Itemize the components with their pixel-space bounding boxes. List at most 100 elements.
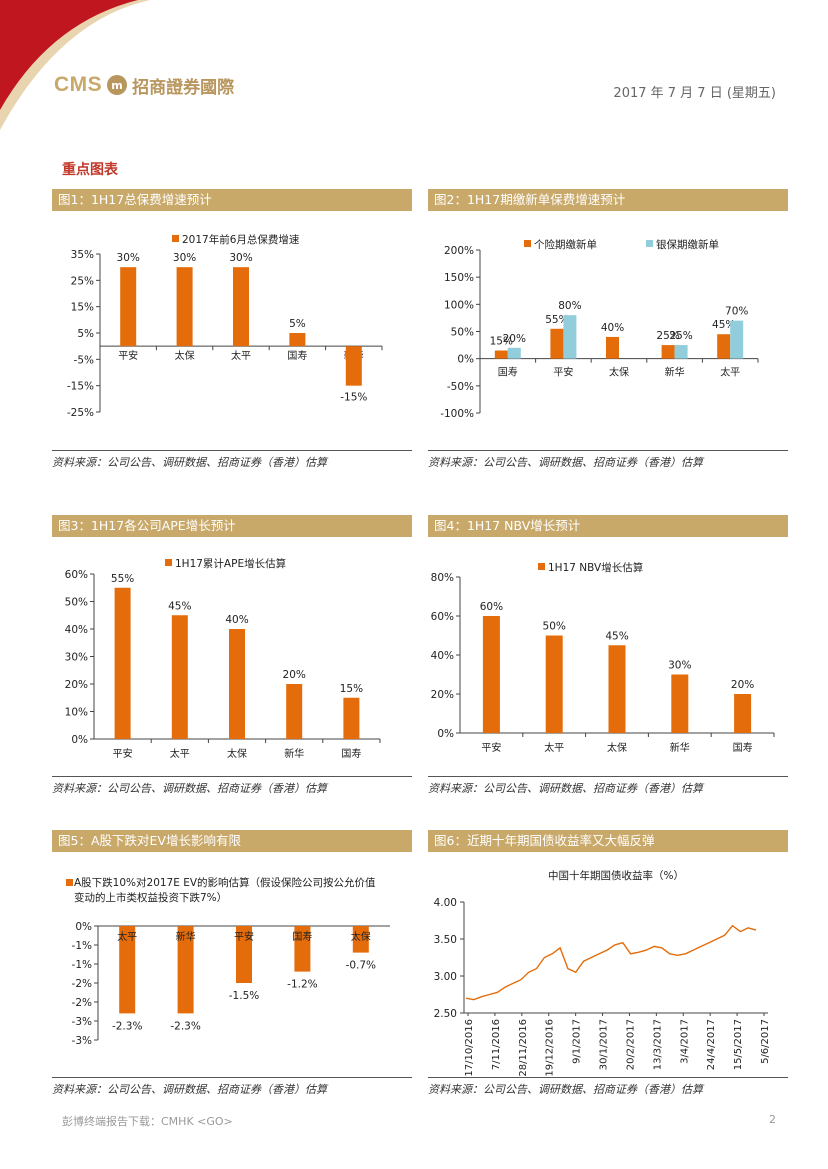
x-tick-label: 30/1/2017 (599, 1019, 610, 1070)
y-tick-label: 35% (71, 249, 94, 261)
category-label: 平安 (118, 349, 138, 362)
data-label: 30% (117, 252, 140, 264)
x-tick-label: 15/5/2017 (733, 1019, 744, 1070)
y-tick-label: 2.50 (434, 1008, 457, 1020)
data-label: 80% (558, 300, 581, 312)
data-label: 40% (225, 614, 248, 626)
bar (119, 926, 136, 1014)
bar (120, 267, 137, 347)
legend-label: A股下跌10%对2017E EV的影响估算（假设保险公司按公允价值 (74, 876, 376, 889)
y-tick-label: 50% (451, 327, 474, 339)
category-label: 国寿 (733, 741, 753, 754)
data-label: 15% (340, 683, 363, 695)
legend-label: 个险期缴新单 (534, 238, 597, 251)
data-label: 25% (669, 330, 692, 342)
legend-label: 2017年前6月总保费增速 (182, 233, 300, 246)
svg-text:m: m (111, 79, 122, 92)
y-tick-label: 40% (431, 650, 454, 662)
figure-3-title: 图3：1H17各公司APE增长预计 (52, 515, 412, 537)
bar (717, 334, 731, 359)
figure-5-panel: 图5：A股下跌对EV增长影响有限 A股下跌10%对2017E EV的影响估算（假… (52, 830, 412, 1096)
figure-6-title: 图6：近期十年期国债收益率又大幅反弹 (428, 830, 788, 852)
bar (494, 350, 508, 359)
bar (674, 345, 688, 359)
bar (606, 336, 619, 359)
category-label: 太平 (117, 930, 137, 943)
bar (730, 320, 744, 359)
legend-label: 变动的上市类权益投资下跌7%） (74, 891, 227, 904)
page-number: 2 (769, 1113, 776, 1126)
data-label: 40% (601, 322, 624, 334)
figure-1-source: 资料来源：公司公告、调研数据、招商证券（香港）估算 (52, 456, 327, 469)
figure-4-title: 图4：1H17 NBV增长预计 (428, 515, 788, 537)
report-date: 2017 年 7 月 7 日 (星期五) (613, 86, 776, 101)
y-tick-label: 5% (77, 328, 94, 340)
footer-bloomberg: 彭博终端报告下载：CMHK <GO> (62, 1115, 233, 1128)
y-tick-label: -100% (440, 408, 474, 420)
figure-5-rule (52, 1077, 412, 1078)
category-label: 新华 (665, 366, 685, 379)
logo-emblem-icon: m (107, 75, 128, 95)
bar (343, 697, 360, 739)
figure-3-chart: 60% 50% 40% 30% 20% 10% 0% 平安 55% 太平 45% 太保 40% 新华 20%… (65, 557, 381, 760)
figure-2-panel: 图2：1H17期缴新单保费增速预计 200% 150% 100% 50% 0% -50% -… (428, 189, 788, 469)
figure-5-source: 资料来源：公司公告、调研数据、招商证券（香港）估算 (52, 1083, 327, 1096)
bar (294, 926, 311, 972)
y-tick-label: 30% (65, 652, 88, 664)
data-label: 45% (712, 319, 735, 331)
y-tick-label: 0% (75, 921, 92, 933)
logo-chinese: 招商證券國際 (132, 77, 235, 98)
y-tick-label: 20% (65, 679, 88, 691)
y-tick-label: -1% (72, 959, 92, 971)
figure-4-chart: 80% 60% 40% 20% 0% 平安 60% 太平 50% 太保 45% 新华 30% 国寿 20% 1… (431, 561, 775, 754)
bar (345, 346, 362, 386)
figure-4-rule (428, 776, 788, 777)
category-label: 太保 (607, 741, 627, 754)
bar (482, 616, 500, 733)
y-tick-label: -3% (72, 1016, 92, 1028)
legend-label: 银保期缴新单 (656, 238, 719, 251)
data-label: 45% (168, 600, 191, 612)
figure-3-rule (52, 776, 412, 777)
category-label: 太保 (609, 366, 629, 379)
bar (563, 315, 577, 359)
y-tick-label: 200% (444, 245, 474, 257)
figure-5-chart: A股下跌10%对2017E EV的影响估算（假设保险公司按公允价值变动的上市类权… (66, 876, 390, 1047)
data-label: -1.5% (229, 990, 259, 1002)
logo-latin: CMS (54, 73, 103, 96)
data-label: 20% (283, 669, 306, 681)
y-tick-label: 0% (437, 728, 454, 740)
y-tick-label: 80% (431, 572, 454, 584)
data-label: 55% (111, 573, 134, 585)
figure-4-panel: 图4：1H17 NBV增长预计 80% 60% 40% 20% 0% 平安 60% 太平 50%… (428, 515, 788, 795)
category-label: 平安 (481, 741, 501, 754)
y-tick-label: 20% (431, 689, 454, 701)
company-logo: CMS m 招商證券國際 (54, 72, 234, 98)
data-label: 30% (668, 660, 691, 672)
section-title: 重点图表 (62, 162, 118, 178)
y-tick-label: 100% (444, 299, 474, 311)
data-label: 5% (289, 318, 306, 330)
data-label: 70% (725, 306, 748, 318)
y-tick-label: 150% (444, 272, 474, 284)
x-tick-label: 17/10/2016 (464, 1019, 475, 1076)
data-label: -1.2% (287, 979, 317, 991)
figure-3-panel: 图3：1H17各公司APE增长预计 60% 50% 40% 30% 20% 10% 0% 平安… (52, 515, 412, 795)
data-label: 60% (480, 601, 503, 613)
bar (114, 587, 131, 739)
category-label: 平安 (113, 747, 133, 760)
x-tick-label: 19/12/2016 (545, 1019, 556, 1076)
category-label: 新华 (176, 930, 196, 943)
bar (545, 635, 563, 733)
y-tick-label: 3.00 (434, 971, 457, 983)
figure-4-source: 资料来源：公司公告、调研数据、招商证券（香港）估算 (428, 782, 703, 795)
y-tick-label: 0% (71, 734, 88, 746)
bar (177, 926, 194, 1014)
y-tick-label: -3% (72, 1035, 92, 1047)
bar (734, 694, 752, 733)
legend-swatch (646, 240, 653, 247)
y-tick-label: -2% (72, 978, 92, 990)
bar (608, 645, 626, 733)
category-label: 太保 (175, 349, 195, 362)
figure-6-source: 资料来源：公司公告、调研数据、招商证券（香港）估算 (428, 1083, 703, 1096)
